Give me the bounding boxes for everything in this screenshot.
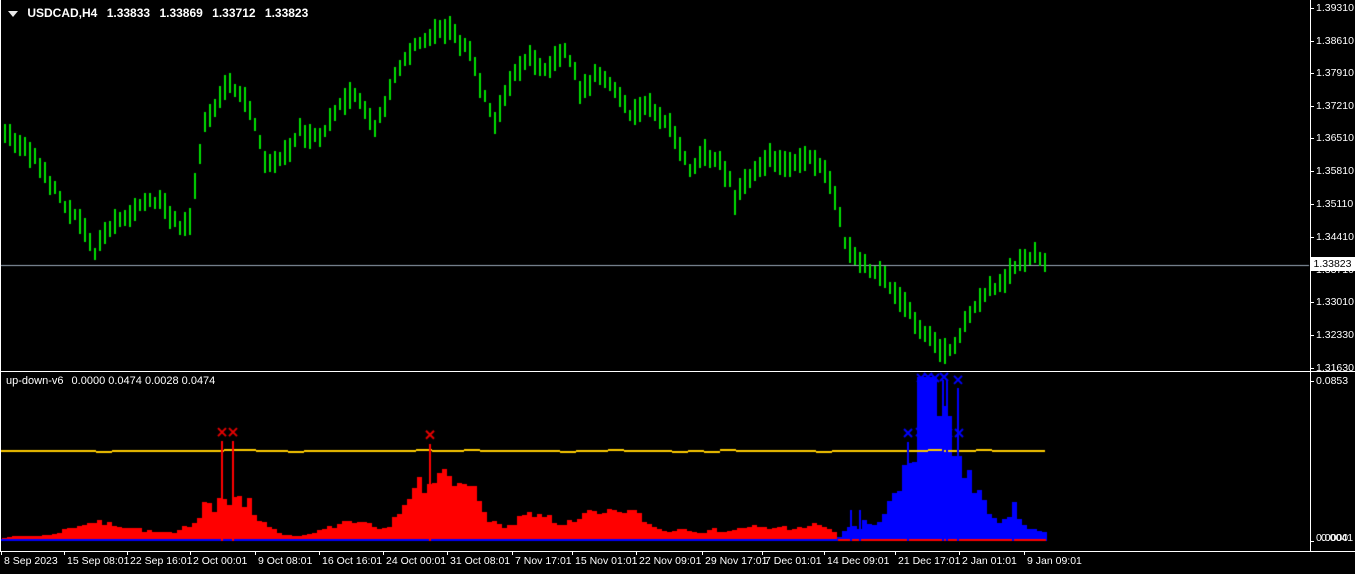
time-axis-label: 8 Sep 2023: [4, 555, 58, 567]
time-axis-tick: [762, 551, 763, 555]
indicator-name: up-down-v6: [6, 375, 64, 387]
axis-tick: [1310, 41, 1314, 42]
indicator-canvas[interactable]: [0, 372, 1310, 551]
time-axis-tick: [1, 551, 2, 555]
current-price-box: 1.33823: [1310, 257, 1355, 271]
time-axis-label: 29 Nov 17:01: [705, 555, 768, 567]
price-axis-label: 1.32330: [1316, 329, 1354, 341]
axis-tick: [1310, 106, 1314, 107]
axis-tick: [1310, 73, 1314, 74]
time-axis-label: 7 Dec 01:01: [765, 555, 822, 567]
main-chart-canvas[interactable]: [0, 0, 1310, 371]
open-value: 1.33833: [106, 6, 151, 20]
axis-tick: [1310, 138, 1314, 139]
price-axis-label: 1.35110: [1316, 198, 1354, 210]
price-axis-label: 1.34410: [1316, 231, 1354, 243]
time-axis-label: 21 Dec 17:01: [898, 555, 961, 567]
high-value: 1.33869: [159, 6, 203, 20]
time-axis-label: 16 Oct 16:01: [322, 555, 383, 567]
time-axis-label: 9 Oct 08:01: [258, 555, 313, 567]
time-axis-tick: [895, 551, 896, 555]
time-axis-tick: [512, 551, 513, 555]
axis-tick: [1310, 204, 1314, 205]
axis-tick: [1310, 237, 1314, 238]
time-axis-tick: [190, 551, 191, 555]
time-axis-label: 31 Oct 08:01: [450, 555, 511, 567]
price-axis-label: 1.37210: [1316, 100, 1354, 112]
time-axis-tick: [255, 551, 256, 555]
time-axis-label: 15 Nov 01:01: [575, 555, 638, 567]
indicator-axis-label: 0.0000: [1316, 532, 1349, 544]
time-axis-tick: [572, 551, 573, 555]
price-axis-label: 1.36510: [1316, 132, 1354, 144]
time-axis-tick: [319, 551, 320, 555]
price-axis-label: 1.33010: [1316, 296, 1354, 308]
axis-tick: [1310, 368, 1314, 369]
time-axis-label: 9 Jan 09:01: [1027, 555, 1082, 567]
time-axis-tick: [447, 551, 448, 555]
price-axis-label: 1.38610: [1316, 35, 1354, 47]
time-axis-label: 15 Sep 08:01: [67, 555, 130, 567]
indicator-axis-label: 0.0853: [1316, 375, 1349, 387]
low-value: 1.33712: [212, 6, 256, 20]
time-axis-tick: [127, 551, 128, 555]
axis-tick: [1310, 8, 1314, 9]
axis-tick: [1310, 541, 1314, 542]
time-axis-tick: [824, 551, 825, 555]
pane-separator[interactable]: [0, 371, 1355, 372]
time-axis-tick: [959, 551, 960, 555]
time-axis-label: 22 Sep 16:01: [130, 555, 193, 567]
indicator-values: 0.0000 0.0474 0.0028 0.0474: [71, 375, 216, 387]
indicator-label: up-down-v6 0.0000 0.0474 0.0028 0.0474: [6, 375, 220, 387]
axis-tick: [1310, 381, 1314, 382]
time-axis-tick: [702, 551, 703, 555]
price-axis[interactable]: 1.33823 1.39310 1.38610 1.37910 1.37210 1.36…: [1310, 0, 1355, 574]
time-axis-label: 24 Oct 00:01: [386, 555, 447, 567]
chart-title: USDCAD,H4 1.33833 1.33869 1.33712 1.3382…: [8, 6, 314, 20]
time-axis[interactable]: 8 Sep 2023 15 Sep 08:01 22 Sep 16:01 2 Oct …: [0, 551, 1355, 574]
time-axis-label: 14 Dec 09:01: [827, 555, 890, 567]
price-axis-label: 1.35810: [1316, 165, 1354, 177]
indicator-axis-label: 0.0041: [1321, 532, 1354, 544]
axis-tick: [1310, 335, 1314, 336]
time-axis-tick: [383, 551, 384, 555]
time-axis-tick: [636, 551, 637, 555]
time-axis-separator: [0, 551, 1355, 552]
time-axis-label: 7 Nov 17:01: [515, 555, 572, 567]
time-axis-tick: [1024, 551, 1025, 555]
price-axis-label: 1.37910: [1316, 67, 1354, 79]
time-axis-label: 22 Nov 09:01: [639, 555, 702, 567]
axis-tick: [1310, 302, 1314, 303]
chart-left-frame: [0, 0, 1, 551]
time-axis-tick: [64, 551, 65, 555]
price-axis-label: 1.31630: [1316, 362, 1354, 374]
price-axis-label: 1.39310: [1316, 2, 1354, 14]
price-axis-separator: [1310, 0, 1311, 551]
axis-tick: [1310, 171, 1314, 172]
time-axis-label: 2 Oct 00:01: [193, 555, 248, 567]
time-axis-label: 2 Jan 01:01: [962, 555, 1017, 567]
symbol-timeframe-label: USDCAD,H4: [27, 6, 98, 20]
close-value: 1.33823: [264, 6, 309, 20]
symbol-dropdown-icon[interactable]: [8, 11, 18, 17]
